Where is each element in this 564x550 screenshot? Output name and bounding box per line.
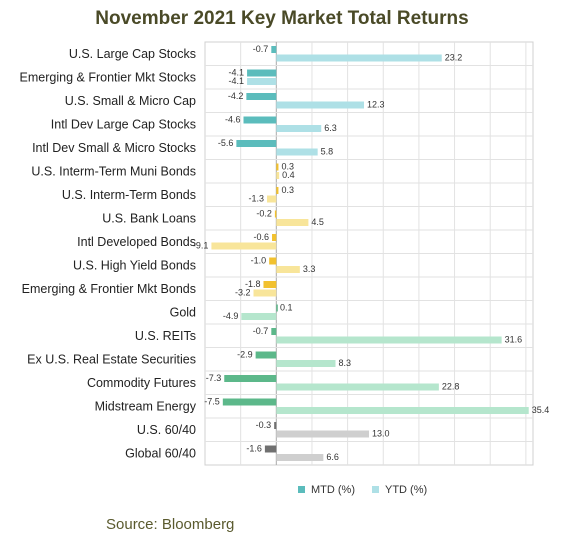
- mtd-bar: [276, 304, 278, 312]
- legend-swatch-mtd: [298, 486, 305, 493]
- ytd-value-label: 8.3: [338, 358, 351, 368]
- mtd-bar: [263, 281, 277, 288]
- ytd-value-label: 3.3: [303, 264, 316, 274]
- legend-label-mtd: MTD (%): [311, 484, 355, 496]
- mtd-value-label: -0.7: [253, 326, 269, 336]
- ytd-bar: [276, 383, 439, 391]
- category-label: Intl Developed Bonds: [77, 235, 196, 249]
- category-label: Ex U.S. Real Estate Securities: [27, 352, 196, 366]
- ytd-value-label: 35.4: [532, 405, 550, 415]
- category-label: U.S. Large Cap Stocks: [69, 47, 196, 61]
- source-note: Source: Bloomberg: [106, 516, 235, 533]
- chart-title: November 2021 Key Market Total Returns: [95, 8, 469, 29]
- category-label: U.S. Bank Loans: [102, 211, 196, 225]
- ytd-value-label: 12.3: [367, 100, 385, 110]
- ytd-value-label: -1.3: [249, 194, 265, 204]
- category-label: U.S. Interm-Term Bonds: [62, 188, 196, 202]
- ytd-value-label: -4.1: [229, 76, 245, 86]
- ytd-bar: [211, 242, 277, 250]
- mtd-bar: [246, 93, 277, 100]
- mtd-bar: [255, 351, 277, 359]
- category-label: Global 60/40: [125, 446, 196, 460]
- ytd-value-label: 6.3: [324, 123, 337, 133]
- ytd-bar: [276, 125, 322, 132]
- mtd-bar: [264, 445, 277, 453]
- mtd-bar: [274, 422, 277, 429]
- ytd-value-label: 31.6: [505, 335, 523, 345]
- ytd-bar: [267, 195, 277, 203]
- ytd-value-label: 4.5: [311, 217, 324, 227]
- mtd-bar: [276, 163, 279, 171]
- ytd-bar: [276, 336, 502, 344]
- ytd-bar: [253, 289, 277, 297]
- mtd-bar: [224, 375, 277, 382]
- ytd-bar: [241, 313, 277, 320]
- ytd-bar: [276, 101, 365, 109]
- ytd-bar: [276, 219, 309, 226]
- mtd-value-label: -4.2: [228, 91, 244, 101]
- category-label: U.S. Interm-Term Muni Bonds: [31, 164, 196, 178]
- ytd-bar: [276, 407, 529, 414]
- ytd-value-label: 6.6: [326, 452, 339, 462]
- category-label: U.S. High Yield Bonds: [73, 258, 196, 272]
- mtd-value-label: -0.6: [254, 232, 270, 242]
- ytd-value-label: 5.8: [321, 147, 334, 157]
- ytd-bar: [276, 54, 442, 62]
- category-label: U.S. REITs: [135, 329, 196, 343]
- ytd-bar: [276, 430, 369, 438]
- ytd-value-label: 23.2: [445, 53, 463, 63]
- ytd-value-label: -9.1: [193, 241, 209, 251]
- mtd-value-label: 0.3: [281, 162, 294, 172]
- mtd-value-label: -1.8: [245, 279, 261, 289]
- category-label: Intl Dev Small & Micro Stocks: [32, 141, 196, 155]
- ytd-bar: [276, 148, 318, 156]
- mtd-value-label: -0.2: [256, 209, 272, 219]
- mtd-bar: [236, 140, 277, 147]
- ytd-value-label: 13.0: [372, 429, 390, 439]
- category-label: Emerging & Frontier Mkt Bonds: [22, 282, 196, 296]
- category-label: Commodity Futures: [87, 376, 196, 390]
- mtd-bar: [274, 210, 277, 218]
- category-label: Intl Dev Large Cap Stocks: [51, 117, 196, 131]
- mtd-value-label: -1.0: [251, 256, 267, 266]
- mtd-value-label: -4.1: [229, 68, 245, 78]
- category-label: U.S. Small & Micro Cap: [65, 94, 196, 108]
- mtd-value-label: 0.1: [280, 303, 293, 313]
- category-label: Emerging & Frontier Mkt Stocks: [20, 70, 196, 84]
- mtd-bar: [247, 69, 277, 77]
- mtd-value-label: -7.5: [204, 397, 220, 407]
- legend-swatch-ytd: [372, 486, 379, 493]
- mtd-bar: [243, 116, 277, 124]
- mtd-bar: [222, 398, 277, 406]
- category-label: Gold: [170, 305, 196, 319]
- mtd-value-label: -4.6: [225, 115, 241, 125]
- mtd-bar: [271, 46, 277, 53]
- mtd-value-label: -1.6: [246, 444, 262, 454]
- ytd-value-label: 0.4: [282, 170, 295, 180]
- category-label: U.S. 60/40: [137, 423, 196, 437]
- mtd-value-label: -7.3: [206, 373, 222, 383]
- ytd-bar: [276, 172, 280, 179]
- legend-label-ytd: YTD (%): [385, 484, 427, 496]
- ytd-bar: [276, 360, 336, 367]
- ytd-bar: [276, 266, 300, 273]
- mtd-value-label: -0.7: [253, 44, 269, 54]
- mtd-value-label: -2.9: [237, 350, 253, 360]
- bar-chart: U.S. Large Cap Stocks -0.7 23.2 Emerging & …: [20, 41, 550, 496]
- mtd-value-label: 0.3: [281, 185, 294, 195]
- ytd-value-label: -4.9: [223, 311, 239, 321]
- mtd-value-label: -0.3: [256, 420, 272, 430]
- ytd-value-label: -3.2: [235, 288, 251, 298]
- category-label: Midstream Energy: [95, 399, 197, 413]
- mtd-bar: [269, 257, 277, 265]
- ytd-bar: [247, 78, 277, 85]
- mtd-bar: [272, 234, 277, 241]
- mtd-bar: [276, 187, 279, 194]
- mtd-bar: [271, 328, 277, 335]
- mtd-value-label: -5.6: [218, 138, 234, 148]
- ytd-value-label: 22.8: [442, 382, 460, 392]
- ytd-bar: [276, 454, 324, 461]
